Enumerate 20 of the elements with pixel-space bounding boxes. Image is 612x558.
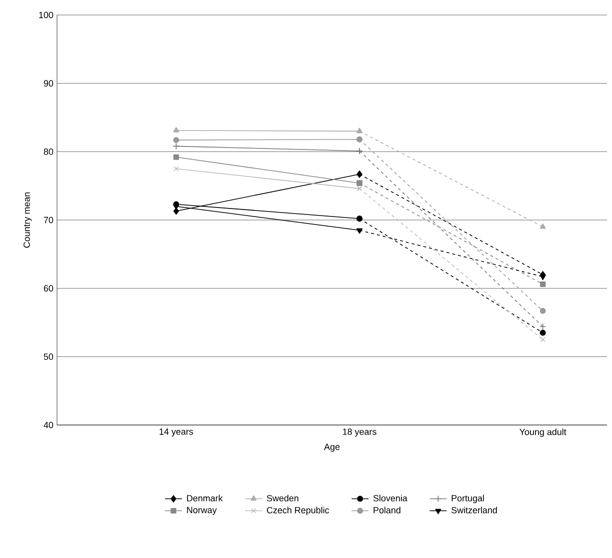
legend-label: Poland [374,506,400,514]
legend-label: Sweden [266,494,298,502]
y-tick-label: 80 [44,148,54,155]
legend-label: Switzerland [451,506,497,514]
y-tick-label: 60 [44,285,54,292]
y-tick-label: 70 [44,216,54,224]
x-tick-label: Young adult [520,428,566,437]
legend-label: Denmark [187,494,223,502]
x-tick-label: 14 years [160,428,194,437]
legend-label: Norway [187,506,217,515]
x-tick-label: 18 years [342,428,376,437]
x-axis-title: Age [324,444,340,452]
y-tick-label: 40 [44,422,54,428]
legend-label: Czech Republic [266,506,330,516]
legend-label: Slovenia [373,494,408,502]
legend-label: Portugal [452,494,484,504]
y-tick-label: 90 [44,80,54,87]
y-axis-title: Country mean [24,192,32,248]
y-tick-label: 100 [39,12,54,18]
y-tick-label: 50 [44,353,54,360]
